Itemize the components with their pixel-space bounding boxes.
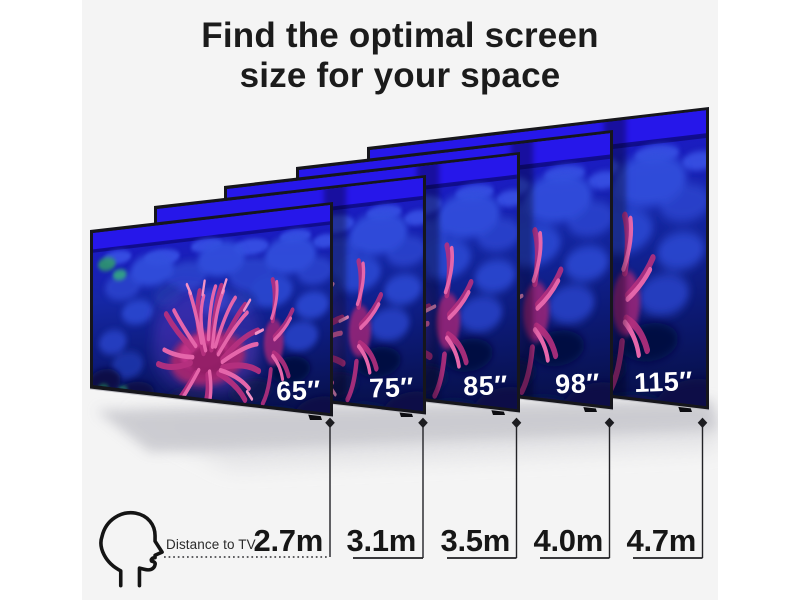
tv-size-label: 98″ [555,368,600,400]
diamond-marker-icon [604,417,615,429]
tv-size-label: 115″ [634,366,694,398]
tv-stack-floor-shadow [96,400,718,468]
diamond-marker-icon [511,417,522,429]
distance-value-115: 4.7m [626,523,697,558]
distance-value-65: 2.7m [253,523,324,558]
page-title: Find the optimal screen size for your sp… [201,16,599,95]
diamond-marker-icon [325,417,335,429]
distance-value-85: 3.5m [440,523,511,558]
distance-connectors [164,417,708,559]
tv-size-label: 85″ [463,370,508,402]
tv-frame-bottom-edge [89,388,334,418]
tv-65: 65″ [89,202,334,420]
diamond-marker-icon [418,417,428,429]
distance-value-75: 3.1m [346,523,417,558]
distance-value-98: 4.0m [533,523,604,558]
tv-size-label: 75″ [369,372,414,404]
distance-caption: Distance to TV [166,537,256,552]
diamond-marker-icon [697,417,708,429]
tv-size-label: 65″ [276,375,321,407]
head-profile-icon [99,510,164,588]
